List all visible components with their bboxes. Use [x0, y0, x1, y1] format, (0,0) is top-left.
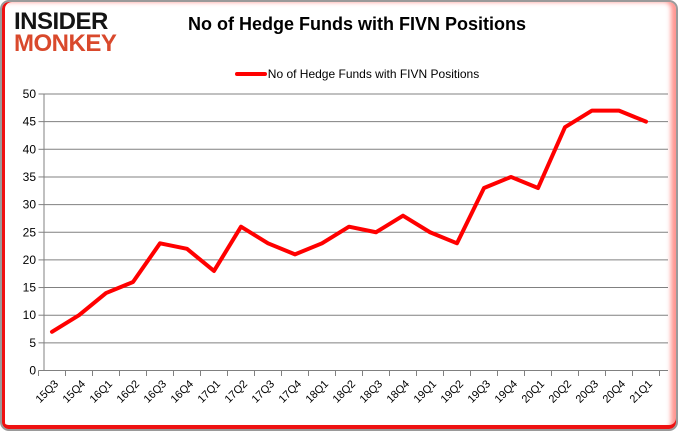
x-axis-label: 19Q4	[493, 378, 521, 406]
x-axis-label: 20Q3	[574, 378, 602, 406]
x-axis-label: 21Q1	[628, 378, 656, 406]
x-axis-label: 17Q4	[277, 378, 305, 406]
legend-line-swatch	[234, 72, 267, 76]
x-axis-label: 16Q3	[142, 378, 170, 406]
x-axis-label: 15Q4	[61, 378, 89, 406]
x-axis-label: 20Q4	[601, 378, 629, 406]
logo-text-insider: INSIDER	[14, 8, 108, 35]
x-axis-label: 18Q4	[385, 378, 413, 406]
x-axis-label: 20Q1	[520, 378, 548, 406]
y-axis-label: 0	[29, 364, 36, 378]
x-axis-label: 19Q1	[412, 378, 440, 406]
logo-text-monkey: MONKEY	[14, 30, 117, 58]
chart-legend: No of Hedge Funds with FIVN Positions	[234, 67, 480, 81]
x-axis-label: 15Q3	[34, 378, 62, 406]
x-axis-label: 19Q3	[466, 378, 494, 406]
x-axis-label: 16Q4	[169, 378, 197, 406]
chart-title: No of Hedge Funds with FIVN Positions	[188, 14, 526, 34]
x-axis-label: 17Q2	[223, 378, 251, 406]
x-axis-label: 18Q3	[358, 378, 386, 406]
x-axis-label: 16Q1	[88, 378, 116, 406]
x-axis-label: 17Q1	[196, 378, 224, 406]
y-axis-label: 10	[23, 308, 37, 322]
y-axis-label: 20	[23, 253, 37, 267]
insider-monkey-logo: INSIDER MONKEY	[14, 8, 117, 58]
y-axis-label: 40	[23, 142, 37, 156]
x-axis-label: 18Q1	[304, 378, 332, 406]
y-axis-label: 15	[23, 281, 37, 295]
y-axis-label: 5	[29, 336, 36, 350]
x-axis-label: 16Q2	[115, 378, 143, 406]
y-axis-label: 45	[23, 115, 37, 129]
y-axis-label: 30	[23, 198, 37, 212]
legend-label: No of Hedge Funds with FIVN Positions	[267, 67, 480, 81]
y-axis-label: 25	[23, 225, 37, 239]
chart-header: No of Hedge Funds with FIVN Positions No…	[2, 14, 676, 81]
y-axis-label: 35	[23, 170, 37, 184]
x-axis-label: 17Q3	[250, 378, 278, 406]
x-axis-label: 20Q2	[547, 378, 575, 406]
x-axis-label: 19Q2	[439, 378, 467, 406]
x-axis-label: 18Q2	[331, 378, 359, 406]
y-axis-label: 50	[23, 87, 37, 101]
data-series-line	[50, 108, 648, 334]
